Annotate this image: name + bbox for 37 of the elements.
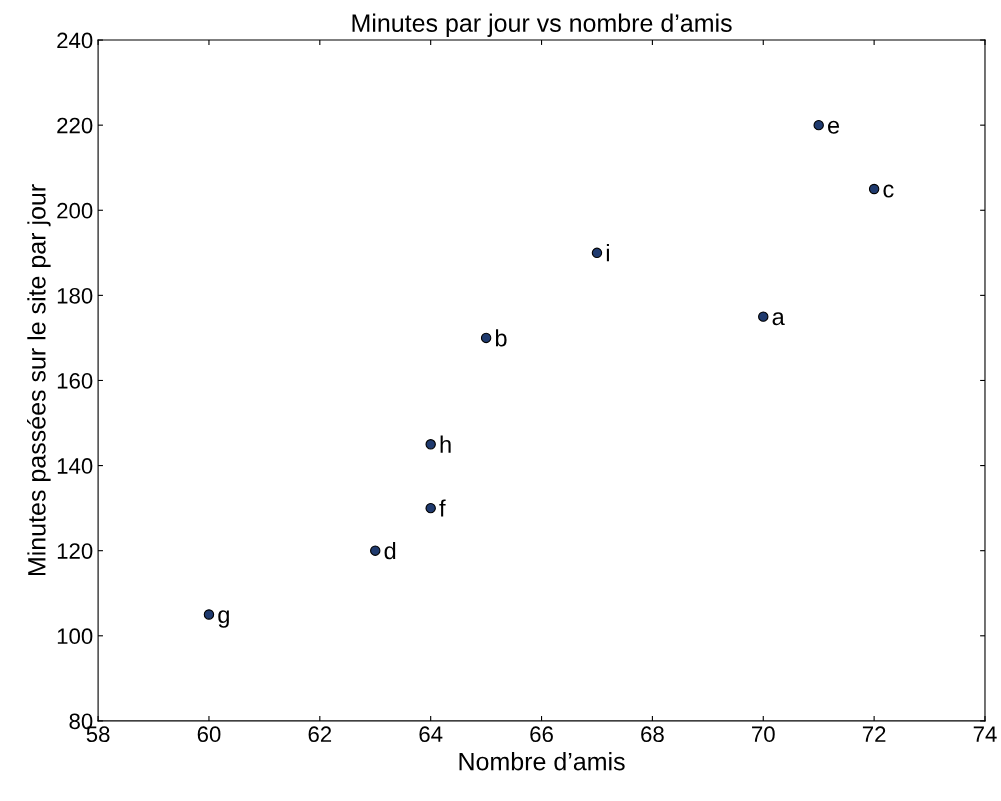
annotation: i [606, 244, 609, 262]
annotation: h [440, 435, 451, 453]
x-tick-label: 68 [641, 726, 664, 743]
annotation: d [384, 541, 396, 560]
x-tick-label: 74 [973, 726, 997, 742]
x-axis-title: Nombre d’amis [459, 752, 625, 771]
point [480, 332, 492, 344]
x-tick-label: 60 [197, 726, 221, 743]
y-tick-label: 100 [57, 628, 93, 645]
point [591, 247, 603, 259]
annotation: a [772, 312, 785, 326]
x-tick-label: 66 [530, 726, 553, 743]
y-tick-label: 200 [57, 202, 93, 219]
point [868, 183, 880, 195]
y-tick-label: 180 [57, 287, 93, 304]
chart-title: Minutes par jour vs nombre d’amis [352, 13, 732, 37]
y-tick-label: 240 [57, 32, 93, 49]
point [203, 609, 215, 620]
y-axis-title: Minutes passées sur le site par jour [27, 184, 51, 576]
y-tick-label: 140 [57, 458, 93, 474]
y-tick-label: 220 [57, 117, 93, 134]
annotation: f [439, 499, 446, 517]
point [425, 502, 436, 514]
y-tick-label: 120 [57, 543, 93, 559]
point [425, 439, 436, 450]
annotation: c [883, 184, 894, 198]
x-tick-label: 72 [862, 726, 886, 742]
point [370, 545, 381, 556]
annotation: b [495, 329, 507, 347]
x-tick-label: 64 [419, 726, 443, 743]
x-tick-label: 70 [752, 726, 775, 743]
annotation: e [828, 120, 840, 134]
annotation: g [218, 610, 229, 628]
x-tick-label: 62 [308, 726, 332, 743]
point [758, 311, 769, 322]
y-tick-label: 160 [57, 373, 93, 389]
point [813, 119, 824, 131]
